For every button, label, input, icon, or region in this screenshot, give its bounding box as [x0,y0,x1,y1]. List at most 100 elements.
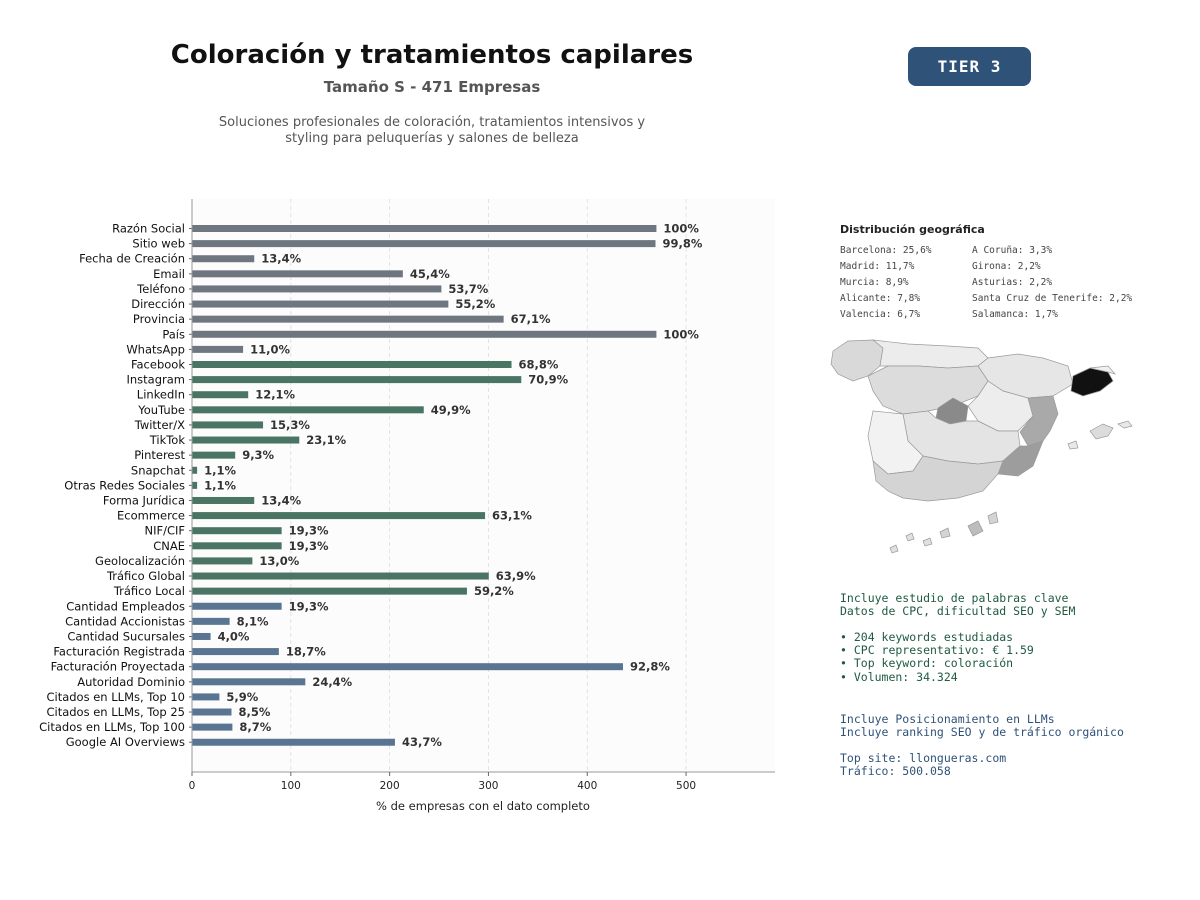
geo-item: Alicante: 7,8% [840,293,921,304]
keywords-block: Incluye estudio de palabras clave Datos … [840,591,1075,684]
data-label: 13,4% [261,252,301,266]
bar [192,300,449,308]
page-subtitle: Tamaño S - 471 Empresas [323,78,541,96]
x-tick-label: 300 [478,780,498,792]
bar [192,648,279,656]
y-tick-label: Provincia [133,312,185,326]
map-region-murcia [997,440,1044,477]
map-region-canary-2 [987,511,999,525]
keywords-line-1: Incluye estudio de palabras clave [840,591,1069,605]
data-label: 70,9% [528,373,568,387]
map-region-balearic-3 [1067,440,1079,450]
data-label: 53,7% [448,282,488,296]
bar [192,481,198,489]
data-label: 15,3% [270,418,310,432]
y-tick-label: Cantidad Sucursales [67,629,185,643]
data-label: 100% [663,222,699,236]
y-tick-label: TikTok [149,433,186,447]
bar [192,315,504,323]
data-label: 24,4% [312,675,352,689]
bar [192,738,395,746]
data-label: 5,9% [226,690,258,704]
data-label: 19,3% [289,524,329,538]
bar [192,270,403,278]
bar [192,542,282,550]
bar [192,285,442,293]
data-label: 8,7% [239,720,271,734]
y-tick-label: Pinterest [134,448,185,462]
geo-item: Valencia: 6,7% [840,309,921,320]
value-labels: 100%99,8%13,4%45,4%53,7%55,2%67,1%100%11… [204,222,703,750]
y-tick-label: Facebook [131,357,185,371]
map-region-canary-6 [889,544,899,554]
bar [192,225,657,232]
y-tick-label: CNAE [153,539,185,553]
y-tick-label: Geolocalización [95,554,185,568]
y-tick-label: Tráfico Local [113,584,185,598]
map-region-canary-1 [967,520,984,537]
y-tick-label: Instagram [126,373,185,387]
y-tick-label: YouTube [137,403,185,417]
spain-map [830,339,1133,554]
description-line-2: styling para peluquerías y salones de be… [285,131,579,146]
y-tick-label: LinkedIn [137,388,185,402]
data-label: 13,0% [259,554,299,568]
bar [192,587,467,595]
map-region-andalucia [872,455,1004,502]
llm-block: Incluye Posicionamiento en LLMs Incluye … [840,712,1124,778]
x-tick-label: 400 [577,780,597,792]
y-tick-label: Ecommerce [117,509,185,523]
map-region-girona [1089,365,1117,375]
bar [192,466,198,474]
y-tick-label: Autoridad Dominio [77,675,185,689]
map-region-balearic-2 [1117,420,1133,429]
y-tick-label: País [162,327,185,341]
top-site: Top site: llongueras.com [840,750,1007,765]
y-tick-label: Google AI Overviews [66,735,185,749]
page-title: Coloración y tratamientos capilares [170,40,694,70]
y-tick-label: Citados en LLMs, Top 100 [39,720,185,734]
bar [192,240,656,248]
y-tick-label: WhatsApp [126,342,185,356]
bar [192,451,236,459]
data-label: 8,1% [237,614,269,628]
data-label: 59,2% [474,584,514,598]
bar [192,527,282,535]
geo-item: Madrid: 11,7% [840,261,915,272]
llm-line-1: Incluye Posicionamiento en LLMs [840,712,1055,726]
keywords-bullet: • Volumen: 34.324 [840,669,958,684]
bar [192,602,282,610]
x-tick-label: 500 [676,780,696,792]
data-label: 92,8% [630,660,670,674]
y-tick-label: Citados en LLMs, Top 25 [46,705,185,719]
chart-bars [192,225,657,746]
bar [192,663,623,671]
bar [192,376,522,384]
chart-grid [290,199,687,772]
data-label: 68,8% [519,357,559,371]
data-label: 19,3% [289,539,329,553]
data-label: 43,7% [402,735,442,749]
description-line-1: Soluciones profesionales de coloración, … [218,115,646,130]
keywords-bullet: • Top keyword: coloración [840,656,1014,671]
geo-item: Barcelona: 25,6% [840,245,932,256]
plot-background [192,199,775,772]
bar [192,678,306,686]
bar [192,345,244,353]
x-tick-label: 200 [380,780,400,792]
data-label: 18,7% [286,645,326,659]
y-tick-label: Facturación Registrada [53,645,185,659]
llm-line-2: Incluye ranking SEO y de tráfico orgánic… [840,725,1124,740]
bar [192,436,300,444]
data-label: 4,0% [218,629,250,643]
x-tick-label: 0 [189,780,196,792]
geo-item: A Coruña: 3,3% [972,245,1053,256]
map-region-canary-5 [905,532,915,542]
geo-item: Girona: 2,2% [972,261,1041,272]
bar [192,632,211,640]
bar [192,360,512,368]
keywords-bullet: • 204 keywords estudiadas [840,629,1014,644]
data-label: 67,1% [511,312,551,326]
geo-item: Salamanca: 1,7% [972,309,1058,320]
